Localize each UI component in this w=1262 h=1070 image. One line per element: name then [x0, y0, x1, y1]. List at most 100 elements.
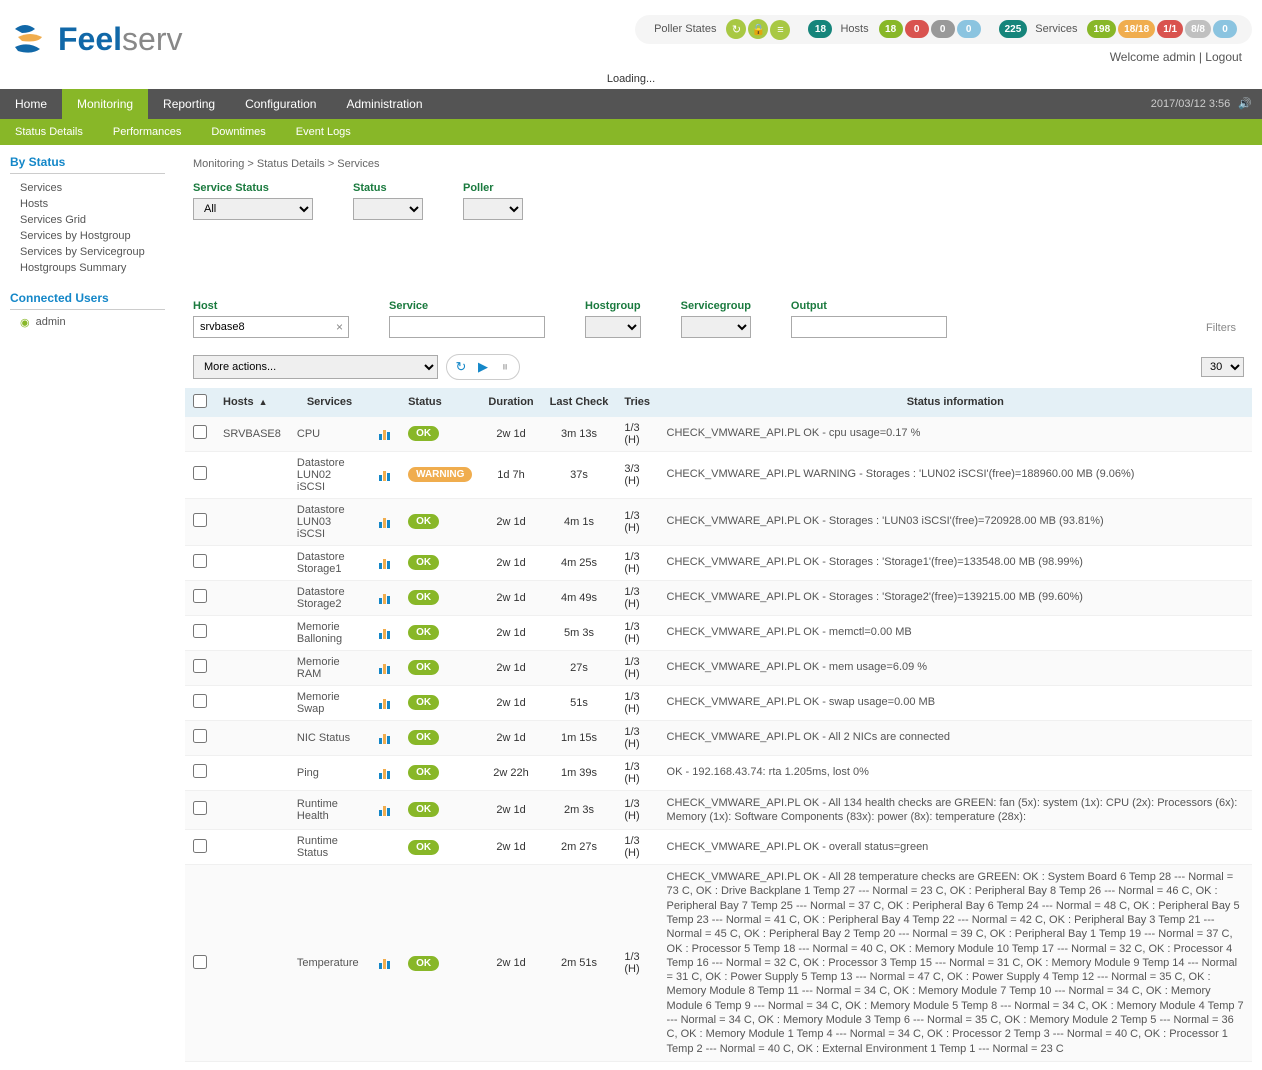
service-cell[interactable]: Memorie Swap	[289, 685, 370, 720]
col-hosts[interactable]: Hosts ▲	[215, 388, 289, 417]
service-cell[interactable]: Datastore LUN02 iSCSI	[289, 451, 370, 498]
menu-item-reporting[interactable]: Reporting	[148, 89, 230, 119]
service-cell[interactable]: Datastore Storage1	[289, 545, 370, 580]
submenu-item[interactable]: Event Logs	[281, 119, 366, 145]
row-checkbox[interactable]	[193, 801, 207, 815]
col-duration[interactable]: Duration	[480, 388, 541, 417]
logout-link[interactable]: Logout	[1205, 50, 1242, 64]
submenu-item[interactable]: Performances	[98, 119, 196, 145]
hosts-total-badge[interactable]: 18	[808, 20, 832, 38]
sidebar-item[interactable]: Hostgroups Summary	[10, 260, 165, 276]
row-checkbox[interactable]	[193, 425, 207, 439]
row-checkbox[interactable]	[193, 659, 207, 673]
poller-state-icon[interactable]: 🔒	[748, 19, 768, 39]
page-size-select[interactable]: 30	[1201, 357, 1244, 377]
service-cell[interactable]: Runtime Health	[289, 790, 370, 830]
graph-icon[interactable]	[378, 428, 392, 440]
graph-icon[interactable]	[378, 697, 392, 709]
graph-icon[interactable]	[378, 804, 392, 816]
services-badge[interactable]: 8/8	[1185, 20, 1211, 38]
hosts-badge[interactable]: 18	[879, 20, 903, 38]
hosts-badge[interactable]: 0	[905, 20, 929, 38]
host-cell[interactable]	[215, 498, 289, 545]
poller-state-icon[interactable]: ↻	[726, 19, 746, 39]
service-cell[interactable]: Datastore Storage2	[289, 580, 370, 615]
host-cell[interactable]	[215, 830, 289, 865]
submenu-item[interactable]: Status Details	[0, 119, 98, 145]
services-badge[interactable]: 198	[1087, 20, 1116, 38]
host-cell[interactable]	[215, 650, 289, 685]
menu-item-configuration[interactable]: Configuration	[230, 89, 331, 119]
pause-icon[interactable]: ⏸	[495, 357, 515, 377]
host-cell[interactable]	[215, 720, 289, 755]
row-checkbox[interactable]	[193, 554, 207, 568]
col-info[interactable]: Status information	[659, 388, 1252, 417]
hosts-badge[interactable]: 0	[957, 20, 981, 38]
col-status[interactable]: Status	[400, 388, 480, 417]
graph-icon[interactable]	[378, 957, 392, 969]
graph-icon[interactable]	[378, 557, 392, 569]
service-cell[interactable]: Memorie RAM	[289, 650, 370, 685]
row-checkbox[interactable]	[193, 729, 207, 743]
host-cell[interactable]	[215, 580, 289, 615]
graph-icon[interactable]	[378, 469, 392, 481]
row-checkbox[interactable]	[193, 839, 207, 853]
refresh-icon[interactable]: ↻	[451, 357, 471, 377]
host-cell[interactable]	[215, 755, 289, 790]
servicegroup-select[interactable]	[681, 316, 751, 338]
service-input[interactable]	[389, 316, 545, 338]
output-input[interactable]	[791, 316, 947, 338]
host-cell[interactable]	[215, 685, 289, 720]
service-cell[interactable]: NIC Status	[289, 720, 370, 755]
service-cell[interactable]: Datastore LUN03 iSCSI	[289, 498, 370, 545]
menu-item-administration[interactable]: Administration	[331, 89, 437, 119]
host-cell[interactable]	[215, 545, 289, 580]
row-checkbox[interactable]	[193, 764, 207, 778]
sound-icon[interactable]: 🔊	[1238, 97, 1252, 110]
row-checkbox[interactable]	[193, 624, 207, 638]
sidebar-item[interactable]: Services by Servicegroup	[10, 244, 165, 260]
row-checkbox[interactable]	[193, 513, 207, 527]
row-checkbox[interactable]	[193, 589, 207, 603]
services-badge[interactable]: 1/1	[1157, 20, 1183, 38]
row-checkbox[interactable]	[193, 466, 207, 480]
logo[interactable]: Feelserv	[10, 19, 182, 59]
host-cell[interactable]	[215, 865, 289, 1062]
hostgroup-select[interactable]	[585, 316, 641, 338]
row-checkbox[interactable]	[193, 955, 207, 969]
host-cell[interactable]	[215, 615, 289, 650]
services-badge[interactable]: 18/18	[1118, 20, 1155, 38]
select-all-checkbox[interactable]	[193, 394, 207, 408]
hosts-badge[interactable]: 0	[931, 20, 955, 38]
service-cell[interactable]: Temperature	[289, 865, 370, 1062]
clear-host-icon[interactable]: ×	[336, 320, 343, 334]
row-checkbox[interactable]	[193, 694, 207, 708]
sidebar-item[interactable]: Services Grid	[10, 212, 165, 228]
graph-icon[interactable]	[378, 627, 392, 639]
poller-select[interactable]	[463, 198, 523, 220]
sidebar-item[interactable]: Hosts	[10, 196, 165, 212]
service-cell[interactable]: Memorie Balloning	[289, 615, 370, 650]
sidebar-item[interactable]: Services	[10, 180, 165, 196]
services-total-badge[interactable]: 225	[999, 20, 1028, 38]
graph-icon[interactable]	[378, 732, 392, 744]
col-services[interactable]: Services	[289, 388, 370, 417]
graph-icon[interactable]	[378, 767, 392, 779]
status-select[interactable]	[353, 198, 423, 220]
graph-icon[interactable]	[378, 662, 392, 674]
play-icon[interactable]: ▶	[473, 357, 493, 377]
submenu-item[interactable]: Downtimes	[196, 119, 280, 145]
col-last-check[interactable]: Last Check	[542, 388, 617, 417]
host-cell[interactable]: SRVBASE8	[215, 417, 289, 452]
service-cell[interactable]: Ping	[289, 755, 370, 790]
col-tries[interactable]: Tries	[616, 388, 658, 417]
service-cell[interactable]: CPU	[289, 417, 370, 452]
poller-state-icon[interactable]: ≡	[770, 20, 790, 40]
graph-icon[interactable]	[378, 592, 392, 604]
graph-icon[interactable]	[378, 516, 392, 528]
service-status-select[interactable]: All	[193, 198, 313, 220]
services-badge[interactable]: 0	[1213, 20, 1237, 38]
menu-item-monitoring[interactable]: Monitoring	[62, 89, 148, 119]
menu-item-home[interactable]: Home	[0, 89, 62, 119]
service-cell[interactable]: Runtime Status	[289, 830, 370, 865]
